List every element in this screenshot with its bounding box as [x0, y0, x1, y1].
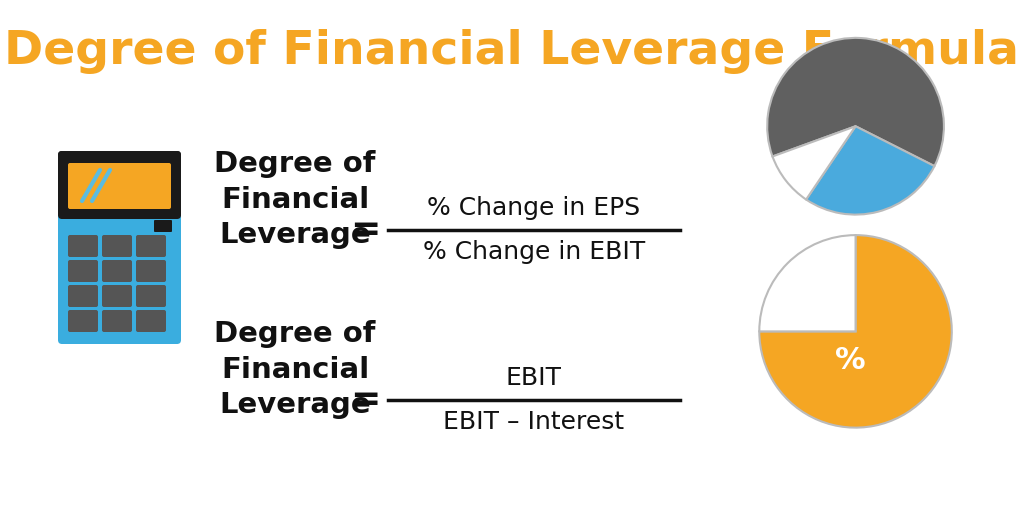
- FancyBboxPatch shape: [68, 235, 98, 257]
- FancyBboxPatch shape: [102, 310, 132, 332]
- FancyBboxPatch shape: [154, 220, 172, 232]
- Wedge shape: [806, 126, 935, 215]
- FancyBboxPatch shape: [58, 206, 181, 344]
- FancyBboxPatch shape: [136, 235, 166, 257]
- Text: Degree of
Financial
Leverage: Degree of Financial Leverage: [214, 320, 376, 419]
- FancyBboxPatch shape: [58, 151, 181, 219]
- Wedge shape: [767, 38, 944, 166]
- FancyBboxPatch shape: [68, 260, 98, 282]
- Wedge shape: [759, 235, 856, 331]
- Text: =: =: [350, 213, 380, 247]
- FancyBboxPatch shape: [68, 163, 171, 209]
- FancyBboxPatch shape: [102, 235, 132, 257]
- FancyBboxPatch shape: [136, 260, 166, 282]
- FancyBboxPatch shape: [102, 285, 132, 307]
- FancyBboxPatch shape: [68, 310, 98, 332]
- Text: =: =: [350, 383, 380, 417]
- Wedge shape: [772, 126, 855, 199]
- FancyBboxPatch shape: [136, 310, 166, 332]
- Text: Degree of Financial Leverage Formula: Degree of Financial Leverage Formula: [4, 29, 1020, 75]
- FancyBboxPatch shape: [136, 285, 166, 307]
- Text: Degree of
Financial
Leverage: Degree of Financial Leverage: [214, 150, 376, 249]
- Text: %: %: [836, 346, 866, 375]
- FancyBboxPatch shape: [102, 260, 132, 282]
- Text: %: %: [897, 273, 920, 294]
- Text: % Change in EPS: % Change in EPS: [427, 196, 641, 220]
- Text: EBIT: EBIT: [506, 366, 562, 390]
- Text: % Change in EBIT: % Change in EBIT: [423, 240, 645, 264]
- FancyBboxPatch shape: [68, 285, 98, 307]
- FancyBboxPatch shape: [58, 151, 181, 229]
- Text: EBIT – Interest: EBIT – Interest: [443, 410, 625, 434]
- Wedge shape: [759, 235, 951, 428]
